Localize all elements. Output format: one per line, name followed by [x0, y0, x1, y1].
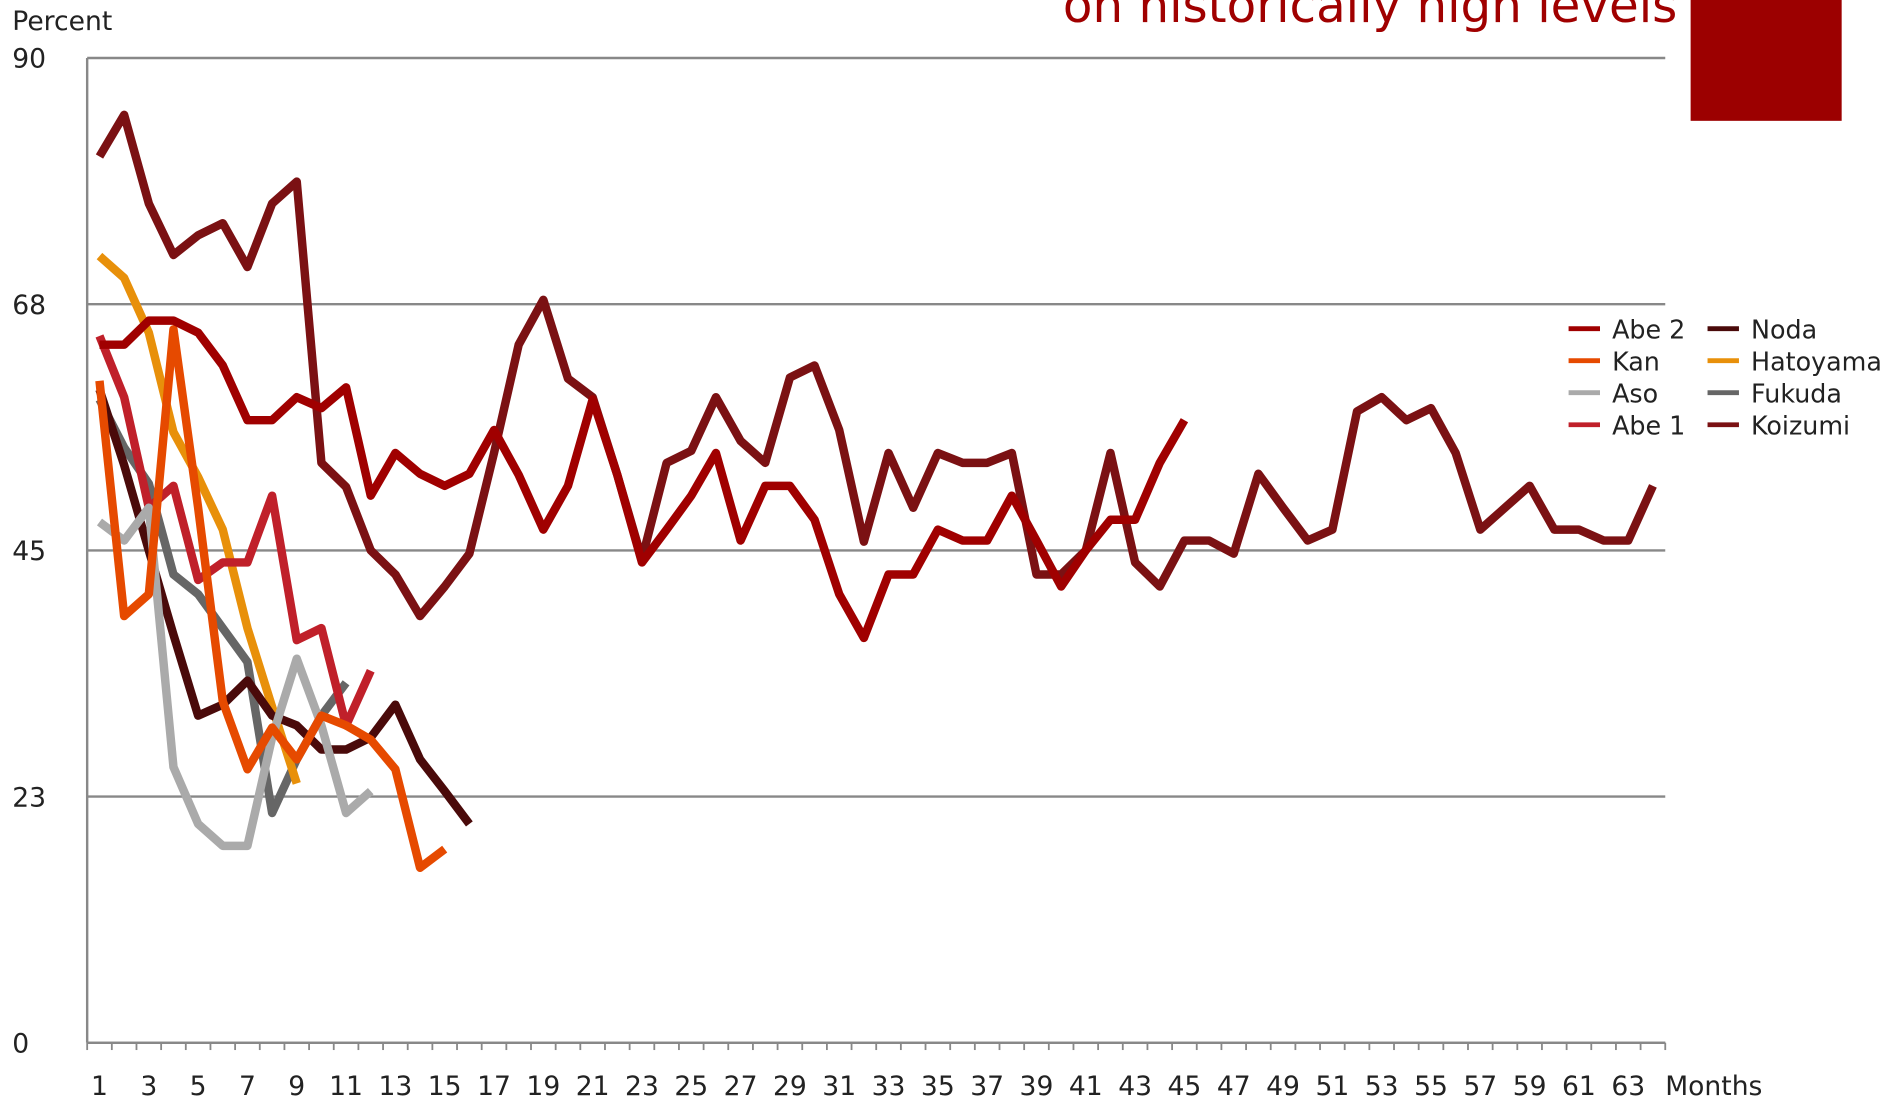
title-decoration	[1690, 0, 1842, 121]
x-tick-label: 17	[477, 1071, 511, 1102]
x-tick-label: 39	[1020, 1071, 1054, 1102]
x-tick-label: 29	[773, 1071, 807, 1102]
x-tick-label: 59	[1513, 1071, 1547, 1102]
legend-label: Hatoyama	[1751, 346, 1882, 376]
x-tick-label: 53	[1365, 1071, 1399, 1102]
x-tick-label: 13	[378, 1071, 412, 1102]
x-tick-label: 51	[1315, 1071, 1349, 1102]
x-tick-label: 27	[724, 1071, 758, 1102]
x-tick-label: 15	[428, 1071, 462, 1102]
x-tick-label: 5	[190, 1071, 207, 1102]
x-tick-label: 49	[1266, 1071, 1300, 1102]
legend-label: Noda	[1751, 314, 1817, 344]
legend-label: Fukuda	[1751, 378, 1842, 408]
x-tick-label: 23	[625, 1071, 659, 1102]
x-tick-label: 63	[1611, 1071, 1645, 1102]
y-tick-label: 68	[12, 290, 46, 321]
y-tick-label: 45	[12, 536, 46, 567]
chart-title: on historically high levels	[1063, 0, 1677, 34]
y-axis-label: Percent	[12, 6, 112, 37]
series-line	[95, 325, 448, 872]
x-tick-label: 57	[1463, 1071, 1497, 1102]
x-tick-label: 43	[1118, 1071, 1152, 1102]
x-tick-label: 3	[140, 1071, 157, 1102]
x-tick-label: 33	[872, 1071, 906, 1102]
series-line	[99, 316, 1189, 643]
series-line	[95, 334, 375, 730]
x-tick-label: 31	[822, 1071, 856, 1102]
x-tick-label: 21	[576, 1071, 610, 1102]
legend-label: Abe 1	[1612, 410, 1685, 440]
x-tick-label: 47	[1217, 1071, 1251, 1102]
x-tick-label: 41	[1069, 1071, 1103, 1102]
y-tick-label: 0	[12, 1028, 29, 1059]
x-tick-label: 1	[91, 1071, 108, 1102]
legend-label: Kan	[1612, 346, 1660, 376]
y-tick-label: 90	[12, 44, 46, 75]
x-tick-label: 61	[1562, 1071, 1596, 1102]
legend-label: Aso	[1612, 378, 1658, 408]
x-tick-label: 7	[239, 1071, 256, 1102]
x-tick-label: 55	[1414, 1071, 1448, 1102]
x-tick-label: 19	[526, 1071, 560, 1102]
legend-label: Koizumi	[1751, 410, 1850, 440]
y-tick-label: 23	[12, 782, 46, 813]
x-axis-label: Months	[1665, 1071, 1762, 1102]
x-tick-label: 11	[329, 1071, 363, 1102]
series-line	[96, 503, 374, 851]
x-tick-label: 25	[674, 1071, 708, 1102]
legend-label: Abe 2	[1612, 314, 1685, 344]
series-line	[95, 110, 1657, 621]
x-tick-label: 37	[970, 1071, 1004, 1102]
x-tick-label: 35	[921, 1071, 955, 1102]
series-line	[95, 388, 473, 827]
x-tick-label: 9	[288, 1071, 305, 1102]
x-tick-label: 45	[1168, 1071, 1202, 1102]
